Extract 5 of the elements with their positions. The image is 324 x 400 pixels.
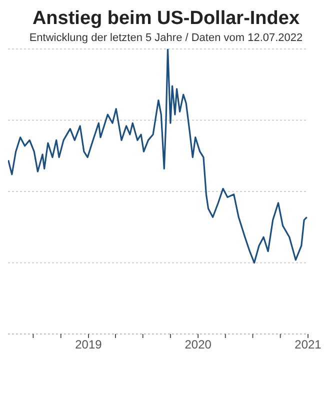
x-tick-label: 2019 bbox=[75, 338, 102, 352]
x-tick-label: 2020 bbox=[184, 338, 212, 352]
chart-subtitle: Entwicklung der letzten 5 Jahre / Daten vom 12.07.2022 bbox=[28, 32, 304, 44]
chart-title: Anstieg beim US-Dollar-Index bbox=[31, 8, 301, 30]
x-tick-label: 2021 bbox=[294, 338, 322, 352]
